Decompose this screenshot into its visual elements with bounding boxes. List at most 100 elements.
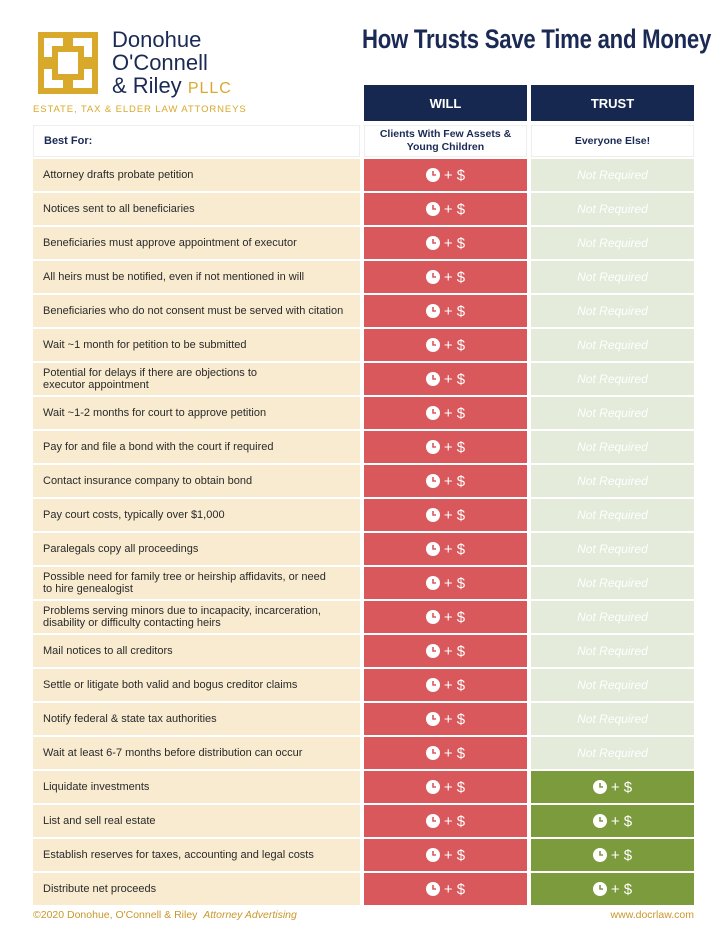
trust-cell: Not Required [531,193,694,225]
cell-text: + $ [443,778,466,796]
clock-icon [425,678,440,692]
clock-icon [425,236,440,250]
label-text: Paralegals copy all proceedings [43,543,199,555]
column-header: TRUST [531,85,694,121]
trust-cell: + $ [531,873,694,905]
clock-icon [425,304,440,318]
cell-text: + $ [610,778,633,796]
copyright: ©2020 Donohue, O'Connell & Riley [33,909,198,921]
label-line: to hire genealogist [43,583,133,595]
label-text: Notices sent to all beneficiaries [43,203,195,215]
label-text: Beneficiaries who do not consent must be… [43,305,344,317]
will-cell: + $ [364,635,527,667]
cell-text: + $ [443,404,466,422]
clock-icon [592,882,607,896]
row-label: All heirs must be notified, even if not … [33,261,360,293]
cell-text: + $ [610,846,633,864]
cell-text: + $ [443,268,466,286]
row-label: Potential for delays if there are object… [33,363,360,395]
clock-icon [425,882,440,896]
label-text: Possible need for family tree or heirshi… [43,571,326,595]
row-label: Wait ~1-2 months for court to approve pe… [33,397,360,429]
trust-cell: Not Required [531,533,694,565]
clock-icon [425,440,440,454]
will-cell: + $ [364,363,527,395]
will-cell: + $ [364,669,527,701]
will-cell: + $ [364,805,527,837]
row-label: Pay for and file a bond with the court i… [33,431,360,463]
clock-icon [592,848,607,862]
cell-text: + $ [443,370,466,388]
row-label: Wait at least 6-7 months before distribu… [33,737,360,769]
trust-cell: Not Required [531,431,694,463]
cell-text: + $ [443,880,466,898]
trust-cell: + $ [531,805,694,837]
cell-text: + $ [443,234,466,252]
will-cell: + $ [364,261,527,293]
clock-icon [425,542,440,556]
trust-cell: Not Required [531,227,694,259]
cell-text: + $ [443,608,466,626]
row-label: Wait ~1 month for petition to be submitt… [33,329,360,361]
will-cell: + $ [364,159,527,191]
row-label: List and sell real estate [33,805,360,837]
clock-icon [425,746,440,760]
will-cell: + $ [364,601,527,633]
label-text: Potential for delays if there are object… [43,367,257,391]
will-cell: + $ [364,533,527,565]
label-text: Pay for and file a bond with the court i… [43,441,274,453]
clock-icon [425,712,440,726]
trust-cell: Not Required [531,329,694,361]
logo-name: Donohue O'Connell & Riley PLLC [112,28,232,100]
logo-line: Donohue [112,27,202,52]
clock-icon [425,610,440,624]
logo-mark [38,32,98,94]
label-line: Potential for delays if there are object… [43,367,258,379]
cell-text: + $ [443,676,466,694]
will-cell: + $ [364,397,527,429]
will-cell: + $ [364,771,527,803]
cell-text: + $ [443,846,466,864]
cell-text: + $ [443,336,466,354]
row-label: Notify federal & state tax authorities [33,703,360,735]
will-cell: + $ [364,499,527,531]
label-text: Notify federal & state tax authorities [43,713,217,725]
logo-line: O'Connell [112,50,208,75]
row-label: Contact insurance company to obtain bond [33,465,360,497]
trust-cell: Not Required [531,737,694,769]
will-cell: + $ [364,839,527,871]
row-label: Attorney drafts probate petition [33,159,360,191]
will-cell: + $ [364,465,527,497]
cell-text: + $ [443,302,466,320]
trust-cell: Not Required [531,703,694,735]
row-label: Settle or litigate both valid and bogus … [33,669,360,701]
cell-text: + $ [443,744,466,762]
cell-text: + $ [610,812,633,830]
clock-icon [425,202,440,216]
clock-icon [425,780,440,794]
row-label: Distribute net proceeds [33,873,360,905]
will-cell: + $ [364,703,527,735]
footer-url: www.docrlaw.com [610,909,694,921]
label-text: Attorney drafts probate petition [43,169,194,181]
row-label: Paralegals copy all proceedings [33,533,360,565]
label-text: Wait at least 6-7 months before distribu… [43,747,303,759]
label-text: All heirs must be notified, even if not … [43,271,305,283]
label-text: Contact insurance company to obtain bond [43,475,253,487]
label-text: Wait ~1-2 months for court to approve pe… [43,407,267,419]
clock-icon [425,474,440,488]
row-label: Pay court costs, typically over $1,000 [33,499,360,531]
cell-text: + $ [443,710,466,728]
cell-text: + $ [443,166,466,184]
label-text: Liquidate investments [43,781,150,793]
will-cell: + $ [364,329,527,361]
row-label: Establish reserves for taxes, accounting… [33,839,360,871]
trust-cell: Not Required [531,601,694,633]
label-text: Pay court costs, typically over $1,000 [43,509,225,521]
column-header: WILL [364,85,527,121]
clock-icon [592,814,607,828]
footer-left: ©2020 Donohue, O'Connell & Riley Attorne… [33,909,297,921]
logo-line: & Riley [112,73,182,98]
cell-text: + $ [443,812,466,830]
